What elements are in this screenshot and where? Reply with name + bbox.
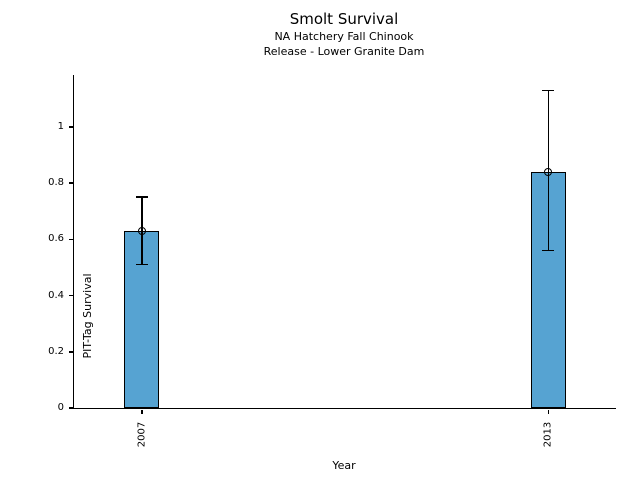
y-axis-tick-label: 0 bbox=[57, 402, 64, 413]
chart-subtitle-line1: NA Hatchery Fall Chinook bbox=[274, 30, 414, 43]
error-bar-cap-top bbox=[542, 89, 555, 92]
y-axis-tick-label: 0.6 bbox=[48, 233, 64, 245]
y-axis-tick-label: 1 bbox=[57, 120, 64, 132]
x-axis-tick bbox=[547, 409, 549, 414]
chart-title: Smolt Survival bbox=[289, 10, 399, 28]
error-bar-cap-bottom bbox=[542, 249, 555, 252]
y-axis-label: PIT-Tag Survival bbox=[81, 273, 94, 359]
y-axis-tick bbox=[68, 407, 73, 409]
data-point-marker bbox=[544, 167, 553, 176]
error-bar-cap-bottom bbox=[135, 263, 148, 266]
data-point-marker bbox=[137, 226, 146, 235]
y-axis-tick bbox=[68, 351, 73, 353]
y-axis-tick bbox=[68, 182, 73, 184]
x-axis-label: Year bbox=[332, 459, 356, 472]
chart-subtitle-line2: Release - Lower Granite Dam bbox=[263, 45, 425, 58]
y-axis-tick-label: 0.4 bbox=[48, 289, 64, 301]
y-axis-tick bbox=[68, 238, 73, 241]
y-axis-tick-label: 0.2 bbox=[48, 345, 64, 357]
error-bar-cap-top bbox=[135, 196, 148, 198]
x-axis-tick-label: 2007 bbox=[136, 421, 148, 448]
y-axis-tick bbox=[68, 126, 73, 128]
y-axis-tick-label: 0.8 bbox=[48, 177, 64, 189]
plot-area: PIT-Tag Survival 0 0.2 0.4 0.6 0.8 1 2007 2013 bbox=[48, 75, 616, 447]
x-axis-tick-label: 2013 bbox=[542, 421, 554, 448]
y-axis-tick bbox=[68, 294, 73, 297]
x-axis-tick bbox=[141, 409, 143, 414]
